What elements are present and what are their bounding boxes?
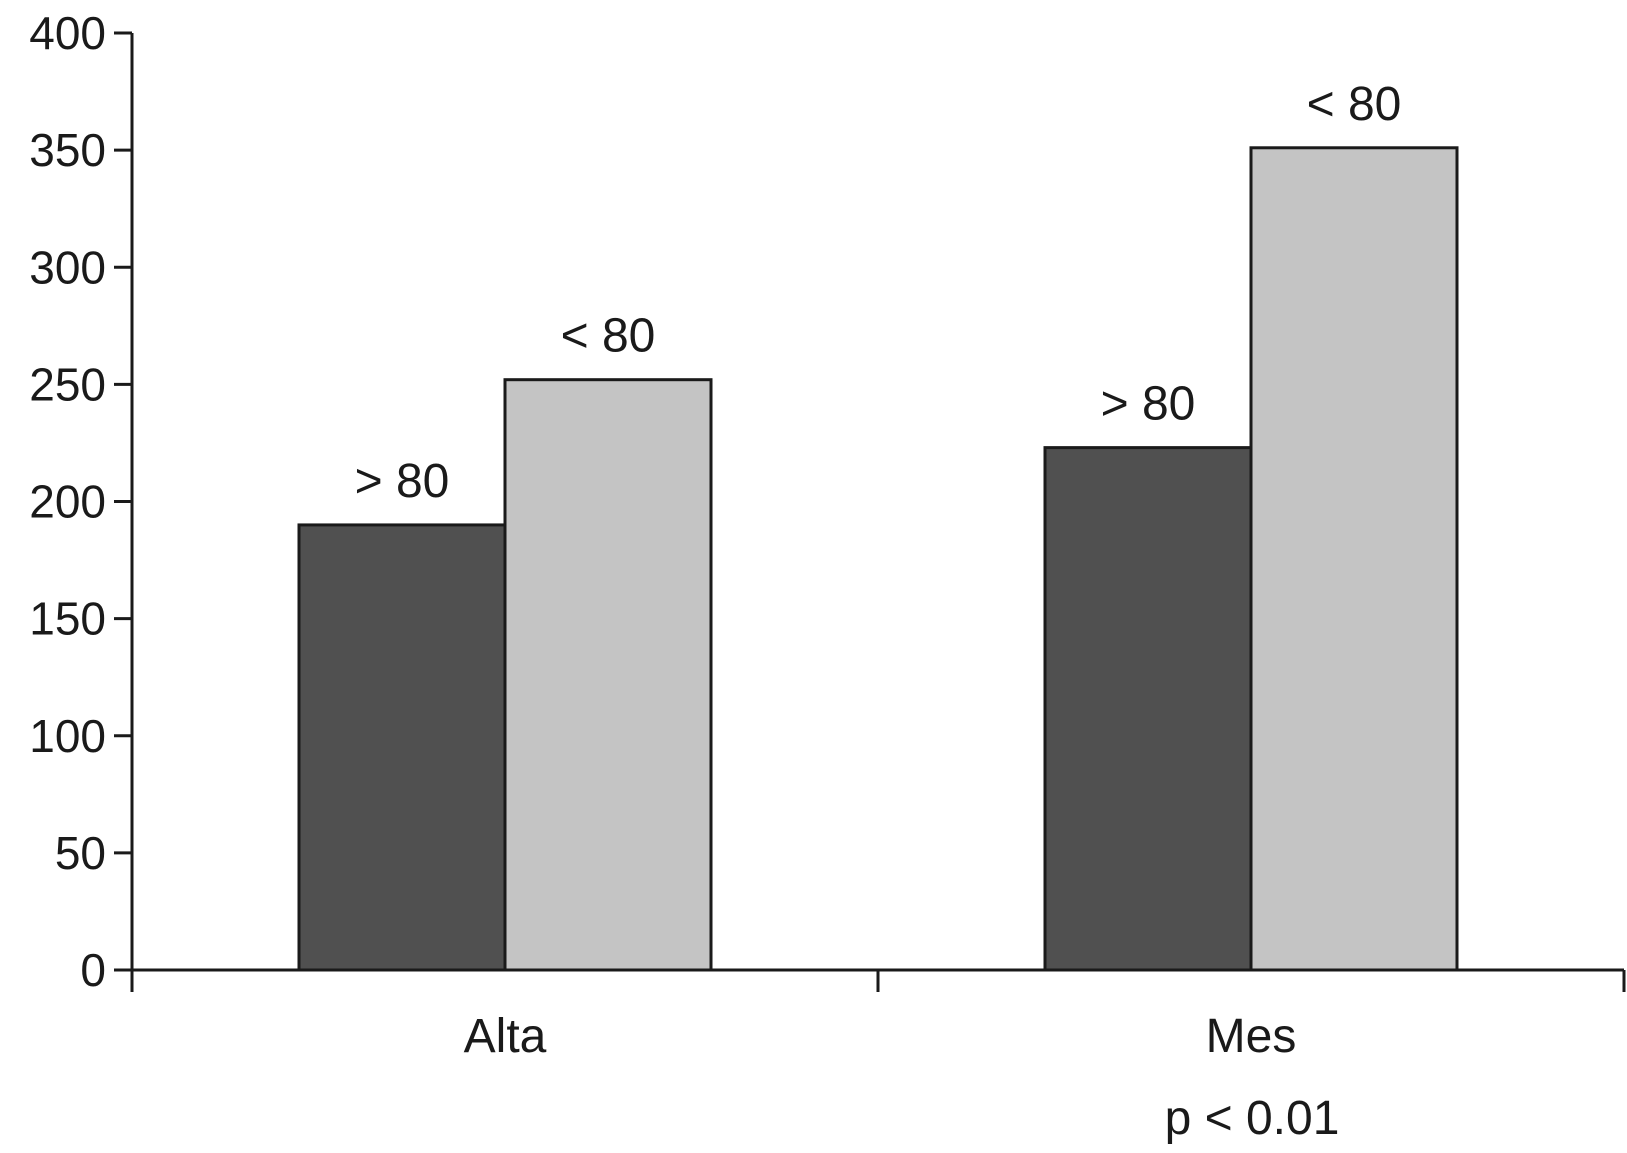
x-category-label: Alta (464, 1010, 547, 1063)
y-tick-label: 0 (80, 944, 106, 996)
x-axis: Alta Mes (130, 968, 1626, 1063)
bar-data-label: < 80 (1307, 78, 1402, 131)
y-tick-label: 200 (29, 476, 106, 528)
bar-data-label: > 80 (355, 455, 450, 508)
bar-data-label: > 80 (1101, 378, 1196, 431)
y-tick-label: 350 (29, 124, 106, 176)
x-category-label: Mes (1206, 1010, 1297, 1063)
bar-alta-1 (503, 378, 713, 972)
bar-labels: > 80 < 80 > 80 < 80 (355, 78, 1402, 508)
y-axis: 0 50 100 150 200 250 300 350 400 (29, 7, 134, 996)
y-tick-label: 250 (29, 358, 106, 410)
y-tick-label: 400 (29, 7, 106, 59)
bars (297, 146, 1459, 972)
y-tick-label: 50 (55, 827, 106, 879)
bar-data-label: < 80 (561, 310, 656, 363)
bar-alta-0 (297, 523, 507, 972)
p-value-annotation: p < 0.01 (1165, 1092, 1340, 1145)
y-tick-label: 300 (29, 241, 106, 293)
y-tick-label: 150 (29, 593, 106, 645)
y-tick-label: 100 (29, 710, 106, 762)
bar-mes-1 (1249, 146, 1459, 972)
bar-mes-0 (1043, 446, 1253, 972)
